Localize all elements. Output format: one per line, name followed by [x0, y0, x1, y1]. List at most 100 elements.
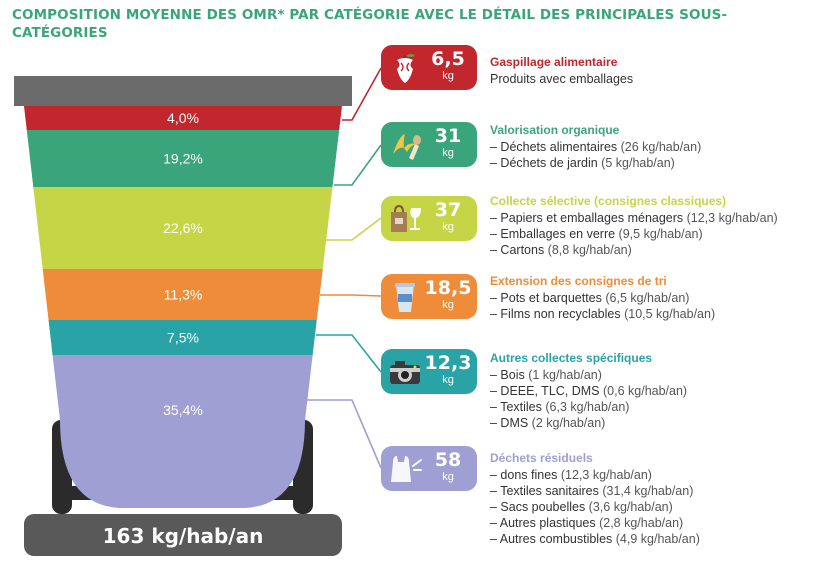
category-item: – DEEE, TLC, DMS (0,6 kg/hab/an) — [490, 383, 815, 399]
category-item: – Textiles sanitaires (31,4 kg/hab/an) — [490, 483, 815, 499]
category-item: – Autres combustibles (4,9 kg/hab/an) — [490, 531, 815, 547]
category-item: – dons fines (12,3 kg/hab/an) — [490, 467, 815, 483]
badge-collecte-selective: 37 kg — [381, 196, 477, 241]
category-item: – Papiers et emballages ménagers (12,3 k… — [490, 210, 815, 226]
badge-value: 37 — [434, 199, 462, 221]
category-item: – Autres plastiques (2,8 kg/hab/an) — [490, 515, 815, 531]
item-label: – Autres plastiques — [490, 516, 596, 530]
category-extension-tri: Extension des consignes de tri – Pots et… — [490, 273, 815, 322]
connector-line — [326, 217, 382, 241]
category-item: – Pots et barquettes (6,5 kg/hab/an) — [490, 290, 815, 306]
item-label: – DMS — [490, 416, 529, 430]
plastic-bag-icon — [391, 456, 422, 482]
connector-line — [320, 294, 382, 297]
item-label: – dons fines — [490, 468, 558, 482]
connector-lines — [305, 67, 382, 469]
category-title: Gaspillage alimentaire — [490, 55, 618, 69]
total-label: 163 kg/hab/an — [103, 524, 264, 548]
item-detail: (0,6 kg/hab/an) — [599, 384, 688, 398]
badge-gaspillage: 6,5 kg — [381, 45, 477, 90]
band-dechets-residuels — [52, 355, 313, 508]
category-item: – Sacs poubelles (3,6 kg/hab/an) — [490, 499, 815, 515]
category-item: – Textiles (6,3 kg/hab/an) — [490, 399, 815, 415]
category-item: – Déchets de jardin (5 kg/hab/an) — [490, 155, 815, 171]
item-detail: (4,9 kg/hab/an) — [612, 532, 700, 546]
band-gaspillage — [24, 106, 342, 130]
badge-valorisation: 31 kg — [381, 122, 477, 167]
item-detail: (31,4 kg/hab/an) — [598, 484, 694, 498]
category-item: – Cartons (8,8 kg/hab/an) — [490, 242, 815, 258]
badge-value: 31 — [434, 125, 462, 147]
item-label: – Pots et barquettes — [490, 291, 602, 305]
category-title: Collecte sélective (consignes classiques… — [490, 194, 727, 208]
bin-base — [24, 514, 342, 556]
item-detail: (5 kg/hab/an) — [597, 156, 675, 170]
category-item: – Emballages en verre (9,5 kg/hab/an) — [490, 226, 815, 242]
badge-unit: kg — [442, 471, 454, 483]
band-percent-label: 4,0% — [167, 110, 199, 126]
badge-value: 12,3 — [424, 352, 472, 374]
category-title: Valorisation organique — [490, 123, 620, 137]
item-label: – DEEE, TLC, DMS — [490, 384, 600, 398]
item-detail: (6,5 kg/hab/an) — [601, 291, 690, 305]
chart-title: COMPOSITION MOYENNE DES OMR* PAR CATÉGOR… — [12, 7, 728, 41]
band-autres-collectes — [48, 320, 317, 355]
band-collecte-selective — [33, 187, 333, 269]
item-detail: (3,6 kg/hab/an) — [585, 500, 673, 514]
bin-lid — [14, 76, 352, 106]
category-item: – Films non recyclables (10,5 kg/hab/an) — [490, 306, 815, 322]
connector-line — [316, 334, 382, 373]
category-valorisation: Valorisation organique – Déchets aliment… — [490, 122, 815, 171]
item-detail: (12,3 kg/hab/an) — [557, 468, 652, 482]
badge-dechets-residuels: 58 kg — [381, 446, 477, 491]
badge-autres-collectes: 12,3 kg — [381, 349, 477, 394]
item-detail: (2 kg/hab/an) — [528, 416, 606, 430]
item-label: – Emballages en verre — [490, 227, 616, 241]
band-extension-tri — [42, 269, 323, 320]
badge-extension-tri: 18,5 kg — [381, 274, 477, 319]
band-percent-label: 7,5% — [167, 330, 199, 346]
category-title: Déchets résiduels — [490, 451, 593, 465]
connector-line — [334, 144, 382, 186]
item-detail: (8,8 kg/hab/an) — [544, 243, 632, 257]
item-detail: (10,5 kg/hab/an) — [620, 307, 716, 321]
item-label: – Déchets de jardin — [490, 156, 598, 170]
category-title: Extension des consignes de tri — [490, 274, 667, 288]
badge-unit: kg — [442, 147, 454, 159]
category-item: Produits avec emballages — [490, 71, 815, 87]
badge-value: 58 — [434, 449, 462, 471]
item-label: – Textiles — [490, 400, 542, 414]
badge-unit: kg — [442, 221, 454, 233]
connector-line — [305, 399, 382, 469]
category-autres-collectes: Autres collectes spécifiques – Bois (1 k… — [490, 350, 815, 431]
paper-bag-and-glass-icon — [391, 204, 421, 232]
item-detail: (2,8 kg/hab/an) — [595, 516, 684, 530]
item-detail: (26 kg/hab/an) — [617, 140, 702, 154]
item-label: – Déchets alimentaires — [490, 140, 618, 154]
item-label: – Textiles sanitaires — [490, 484, 599, 498]
category-item: – Déchets alimentaires (26 kg/hab/an) — [490, 139, 815, 155]
band-percent-label: 35,4% — [163, 402, 203, 418]
badge-unit: kg — [442, 70, 454, 82]
item-label: Produits avec emballages — [490, 72, 634, 86]
category-collecte-selective: Collecte sélective (consignes classiques… — [490, 193, 815, 258]
band-percent-label: 11,3% — [164, 287, 203, 303]
item-detail: (12,3 kg/hab/an) — [683, 211, 778, 225]
band-percent-label: 22,6% — [163, 220, 203, 236]
camera-icon — [390, 361, 420, 384]
item-label: – Cartons — [490, 243, 545, 257]
item-detail: (1 kg/hab/an) — [524, 368, 602, 382]
category-dechets-residuels: Déchets résiduels – dons fines (12,3 kg/… — [490, 450, 815, 547]
badge-unit: kg — [442, 299, 454, 311]
item-detail: (9,5 kg/hab/an) — [615, 227, 703, 241]
item-label: – Films non recyclables — [490, 307, 621, 321]
banana-peel-icon — [393, 134, 421, 160]
item-label: – Sacs poubelles — [490, 500, 586, 514]
band-valorisation — [26, 130, 340, 187]
plastic-cup-icon — [395, 283, 415, 312]
band-percent-label: 19,2% — [163, 151, 203, 167]
apple-core-icon — [397, 54, 415, 83]
category-item: – Bois (1 kg/hab/an) — [490, 367, 815, 383]
category-gaspillage: Gaspillage alimentaire Produits avec emb… — [490, 54, 815, 87]
